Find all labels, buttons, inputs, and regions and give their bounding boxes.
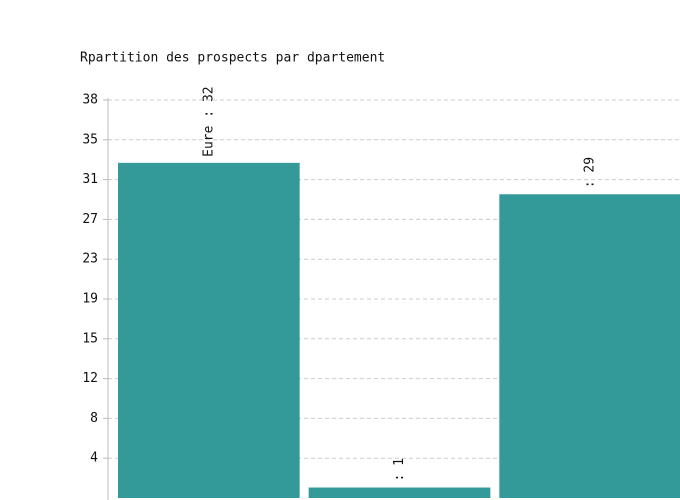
y-tick-label: 19	[82, 292, 98, 307]
value-label: : 29	[583, 157, 598, 188]
y-tick-label: 38	[82, 93, 98, 108]
y-tick-label: 4	[90, 451, 98, 466]
value-label: Eure : 32	[201, 86, 216, 156]
y-tick-label: 12	[82, 371, 98, 386]
y-tick-label: 23	[82, 252, 98, 267]
y-tick-label: 35	[82, 132, 98, 147]
y-tick-label: 31	[82, 172, 98, 187]
chart-title: Rpartition des prospects par dpartement	[80, 51, 385, 66]
value-label: : 1	[392, 458, 407, 481]
y-tick-label: 27	[82, 212, 98, 227]
y-tick-label: 15	[82, 331, 98, 346]
bar	[118, 162, 300, 498]
y-tick-label: 8	[90, 411, 98, 426]
bar	[499, 194, 680, 498]
bar	[308, 487, 491, 498]
